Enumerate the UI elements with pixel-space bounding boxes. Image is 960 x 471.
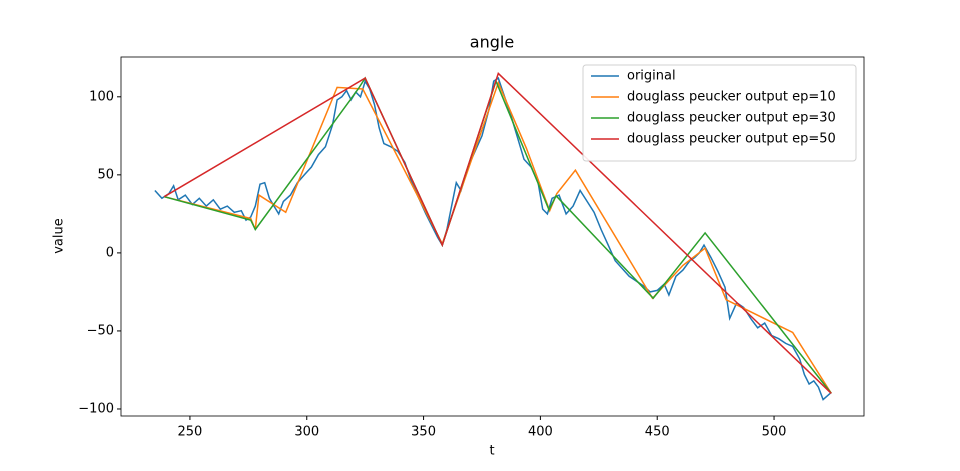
x-tick-label: 250 (178, 425, 203, 440)
y-tick-label: 50 (97, 167, 114, 182)
plot-frame (120, 56, 865, 417)
line (164, 80, 832, 394)
x-tick-label: 300 (294, 425, 319, 440)
y-tick-label: −100 (78, 401, 114, 416)
x-axis-label: t (489, 444, 494, 459)
legend-label: douglass peucker output ep=10 (627, 90, 836, 105)
y-tick-label: −50 (87, 323, 114, 338)
line (154, 76, 831, 401)
legend-label: original (627, 69, 676, 84)
chart-title: angle (470, 33, 514, 52)
legend-label: douglass peucker output ep=50 (627, 132, 836, 147)
x-tick-label: 400 (528, 425, 553, 440)
y-axis-label: value (52, 218, 67, 254)
y-tick-label: 0 (106, 245, 114, 260)
legend-box (582, 64, 857, 162)
x-tick-label: 450 (645, 425, 670, 440)
y-tick-label: 100 (89, 89, 114, 104)
line (163, 72, 832, 394)
x-tick-label: 500 (762, 425, 787, 440)
legend-label: douglass peucker output ep=30 (627, 111, 836, 126)
x-tick-label: 350 (411, 425, 436, 440)
